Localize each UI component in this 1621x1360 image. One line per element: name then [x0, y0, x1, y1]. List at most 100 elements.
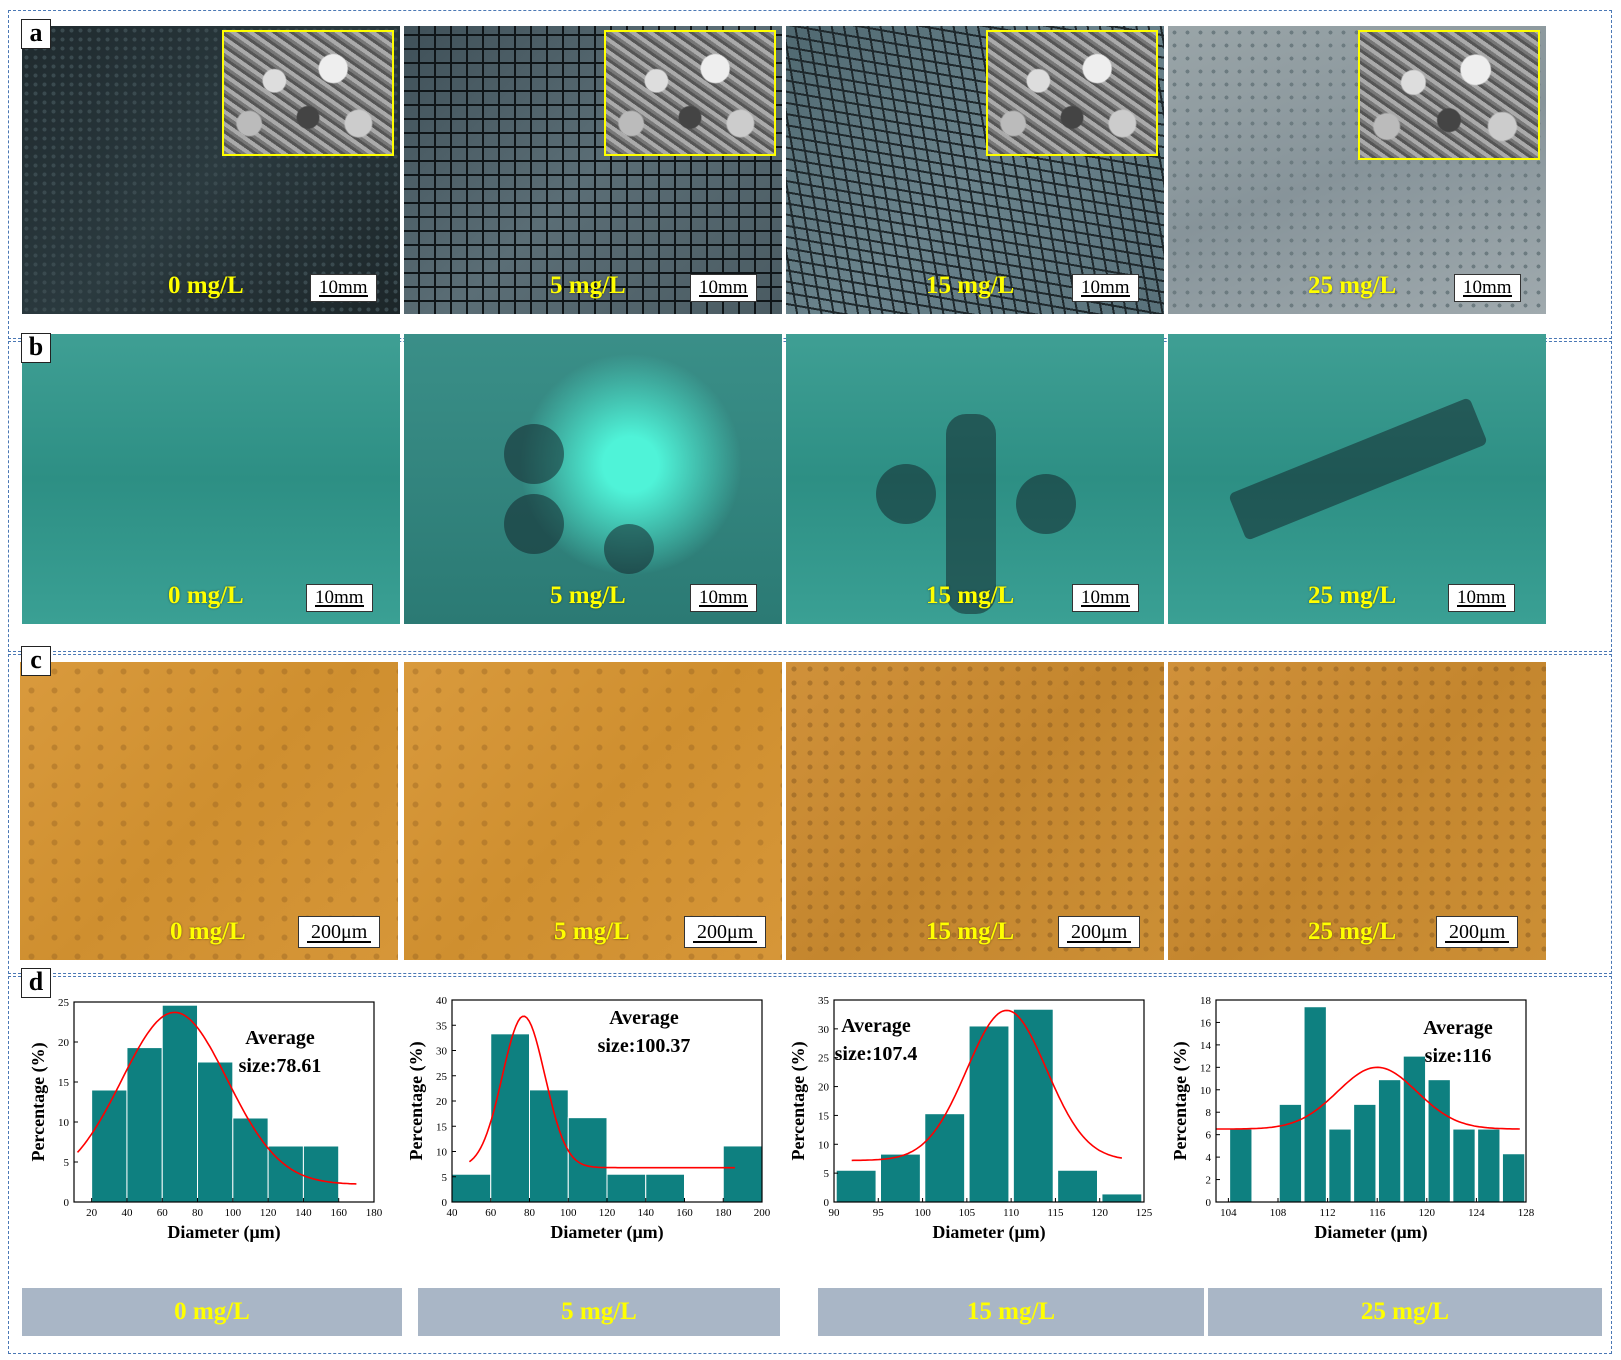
concentration-label: 0 mg/L: [168, 272, 244, 299]
panel-d: d: [8, 968, 1612, 1354]
x-tick-label: 40: [121, 1207, 133, 1219]
histogram-bar: [161, 1004, 199, 1203]
x-tick-label: 80: [192, 1207, 204, 1219]
average-size-value: size:107.4: [835, 1043, 918, 1065]
x-tick-label: 40: [447, 1207, 459, 1219]
average-label: Average: [841, 1015, 911, 1037]
x-tick-label: 20: [86, 1207, 98, 1219]
average-label: Average: [1423, 1017, 1493, 1039]
sem-inset-a-3: [1358, 30, 1540, 160]
y-axis-label: Percentage (%): [28, 1042, 49, 1161]
x-tick-label: 100: [225, 1207, 242, 1219]
x-tick-label: 108: [1270, 1207, 1287, 1219]
histogram-bar: [1427, 1079, 1451, 1203]
y-tick-label: 10: [818, 1139, 830, 1151]
y-tick-label: 12: [1200, 1062, 1211, 1074]
histogram-bar: [880, 1153, 921, 1203]
y-tick-label: 5: [824, 1168, 830, 1180]
histogram-bar: [1501, 1153, 1526, 1203]
x-tick-label: 60: [157, 1207, 169, 1219]
electrode-blob: [876, 464, 936, 524]
y-tick-label: 18: [1200, 995, 1212, 1007]
x-tick-label: 120: [260, 1207, 277, 1219]
sem-inset-a-0: [222, 30, 394, 156]
plot-frame: [1215, 999, 1527, 1203]
plot-frame: [833, 999, 1145, 1203]
histogram-bar: [232, 1117, 269, 1203]
x-tick-label: 128: [1518, 1207, 1535, 1219]
histogram-bar: [968, 1025, 1010, 1203]
concentration-label: 5 mg/L: [554, 918, 630, 945]
plot-frame: [73, 1001, 375, 1203]
histogram-bar: [302, 1145, 340, 1203]
y-tick-label: 25: [58, 997, 70, 1009]
x-tick-label: 100: [560, 1207, 577, 1219]
concentration-label: 15 mg/L: [926, 272, 1015, 299]
footer-label-2: 15 mg/L: [818, 1288, 1204, 1336]
x-tick-label: 140: [638, 1207, 655, 1219]
histogram-bar: [567, 1117, 608, 1203]
average-label: Average: [245, 1027, 315, 1049]
histogram-bar: [490, 1033, 530, 1203]
average-size-value: size:100.37: [598, 1035, 691, 1057]
photo-c-3: 25 mg/L 200μm: [1168, 662, 1546, 960]
histogram-bar: [1229, 1128, 1253, 1203]
histogram-bar: [1101, 1193, 1143, 1203]
x-tick-label: 104: [1220, 1207, 1237, 1219]
y-tick-label: 25: [818, 1053, 830, 1065]
electrode-blob: [946, 414, 996, 614]
photo-a-1: 5 mg/L 10mm: [404, 26, 782, 314]
x-tick-label: 120: [599, 1207, 616, 1219]
histogram-25-mg: 104 108 112 116 120 124 128 0 2 4 6 8 10 12 14 16 18 Diam…: [1170, 995, 1535, 1243]
concentration-label: 25 mg/L: [1308, 918, 1397, 945]
scale-bar: 10mm: [1072, 274, 1139, 302]
scale-bar: 10mm: [690, 584, 757, 612]
x-tick-label: 180: [366, 1207, 383, 1219]
photo-b-3: 25 mg/L 10mm: [1168, 334, 1546, 624]
average-label: Average: [609, 1007, 679, 1029]
concentration-label: 15 mg/L: [926, 918, 1015, 945]
sem-inset-a-1: [604, 30, 776, 156]
scale-bar: 10mm: [310, 274, 377, 302]
histogram-bar: [606, 1173, 647, 1203]
scale-bar: 200μm: [298, 916, 381, 948]
scale-bar: 10mm: [1454, 274, 1521, 302]
photo-b-0: 0 mg/L 10mm: [22, 334, 400, 624]
y-tick-label: 10: [436, 1147, 448, 1159]
y-axis-label: Percentage (%): [406, 1041, 427, 1160]
y-tick-label: 35: [818, 995, 830, 1007]
histogram-bar: [924, 1113, 966, 1203]
histogram-5-mg: 40 60 80 100 120 140 160 180 200 0 5 10 15 20 25 30 35 40…: [406, 995, 771, 1243]
y-tick-label: 15: [58, 1077, 70, 1089]
histogram-bar: [1057, 1169, 1098, 1203]
gaussian-fit-line: [1216, 1066, 1520, 1130]
y-tick-label: 25: [436, 1071, 448, 1083]
scale-bar: 200μm: [1058, 916, 1141, 948]
concentration-label: 5 mg/L: [550, 272, 626, 299]
y-tick-label: 0: [824, 1197, 830, 1209]
x-tick-label: 140: [295, 1207, 312, 1219]
panel-a-letter: a: [21, 19, 51, 49]
y-tick-label: 2: [1206, 1175, 1212, 1187]
histogram-bar: [1402, 1055, 1427, 1203]
electrode-blob: [504, 494, 564, 554]
scale-bar: 10mm: [1072, 584, 1139, 612]
x-tick-label: 200: [754, 1207, 771, 1219]
y-tick-label: 10: [58, 1117, 70, 1129]
footer-label-0: 0 mg/L: [22, 1288, 402, 1336]
panel-b-letter: b: [21, 333, 51, 363]
histogram-bar: [1377, 1079, 1402, 1203]
y-tick-label: 8: [1206, 1107, 1212, 1119]
scale-bar: 10mm: [690, 274, 757, 302]
footer-label-3: 25 mg/L: [1208, 1288, 1602, 1336]
x-tick-label: 105: [959, 1207, 976, 1219]
gaussian-fit-line: [76, 1011, 357, 1185]
x-tick-label: 100: [914, 1207, 931, 1219]
x-axis-label: Diameter (μm): [1314, 1222, 1427, 1243]
photo-b-2: 15 mg/L 10mm: [786, 334, 1164, 624]
scale-bar: 200μm: [684, 916, 767, 948]
scale-bar: 10mm: [1448, 584, 1515, 612]
y-tick-label: 6: [1206, 1130, 1212, 1142]
histogram-bar: [197, 1061, 234, 1203]
y-tick-label: 0: [64, 1197, 70, 1209]
